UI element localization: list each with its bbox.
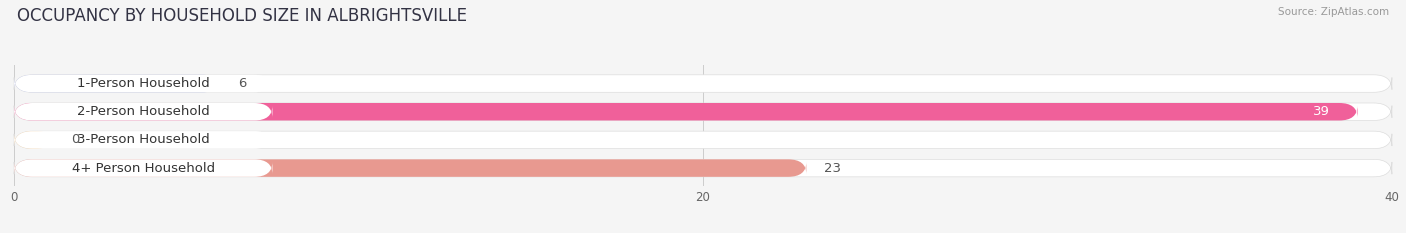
Text: 39: 39 — [1313, 105, 1330, 118]
FancyBboxPatch shape — [14, 103, 1358, 120]
Text: Source: ZipAtlas.com: Source: ZipAtlas.com — [1278, 7, 1389, 17]
Text: 1-Person Household: 1-Person Household — [77, 77, 209, 90]
FancyBboxPatch shape — [14, 159, 273, 177]
Text: 4+ Person Household: 4+ Person Household — [72, 161, 215, 175]
FancyBboxPatch shape — [14, 75, 273, 92]
FancyBboxPatch shape — [14, 75, 1392, 92]
FancyBboxPatch shape — [14, 159, 1392, 177]
FancyBboxPatch shape — [14, 131, 1392, 149]
Text: 23: 23 — [824, 161, 841, 175]
FancyBboxPatch shape — [14, 131, 273, 149]
Text: 0: 0 — [72, 134, 80, 146]
Text: 3-Person Household: 3-Person Household — [77, 134, 209, 146]
Text: 6: 6 — [238, 77, 246, 90]
FancyBboxPatch shape — [14, 159, 807, 177]
FancyBboxPatch shape — [14, 103, 273, 120]
FancyBboxPatch shape — [14, 75, 221, 92]
FancyBboxPatch shape — [14, 131, 53, 149]
FancyBboxPatch shape — [14, 103, 1392, 120]
Text: 2-Person Household: 2-Person Household — [77, 105, 209, 118]
Text: OCCUPANCY BY HOUSEHOLD SIZE IN ALBRIGHTSVILLE: OCCUPANCY BY HOUSEHOLD SIZE IN ALBRIGHTS… — [17, 7, 467, 25]
